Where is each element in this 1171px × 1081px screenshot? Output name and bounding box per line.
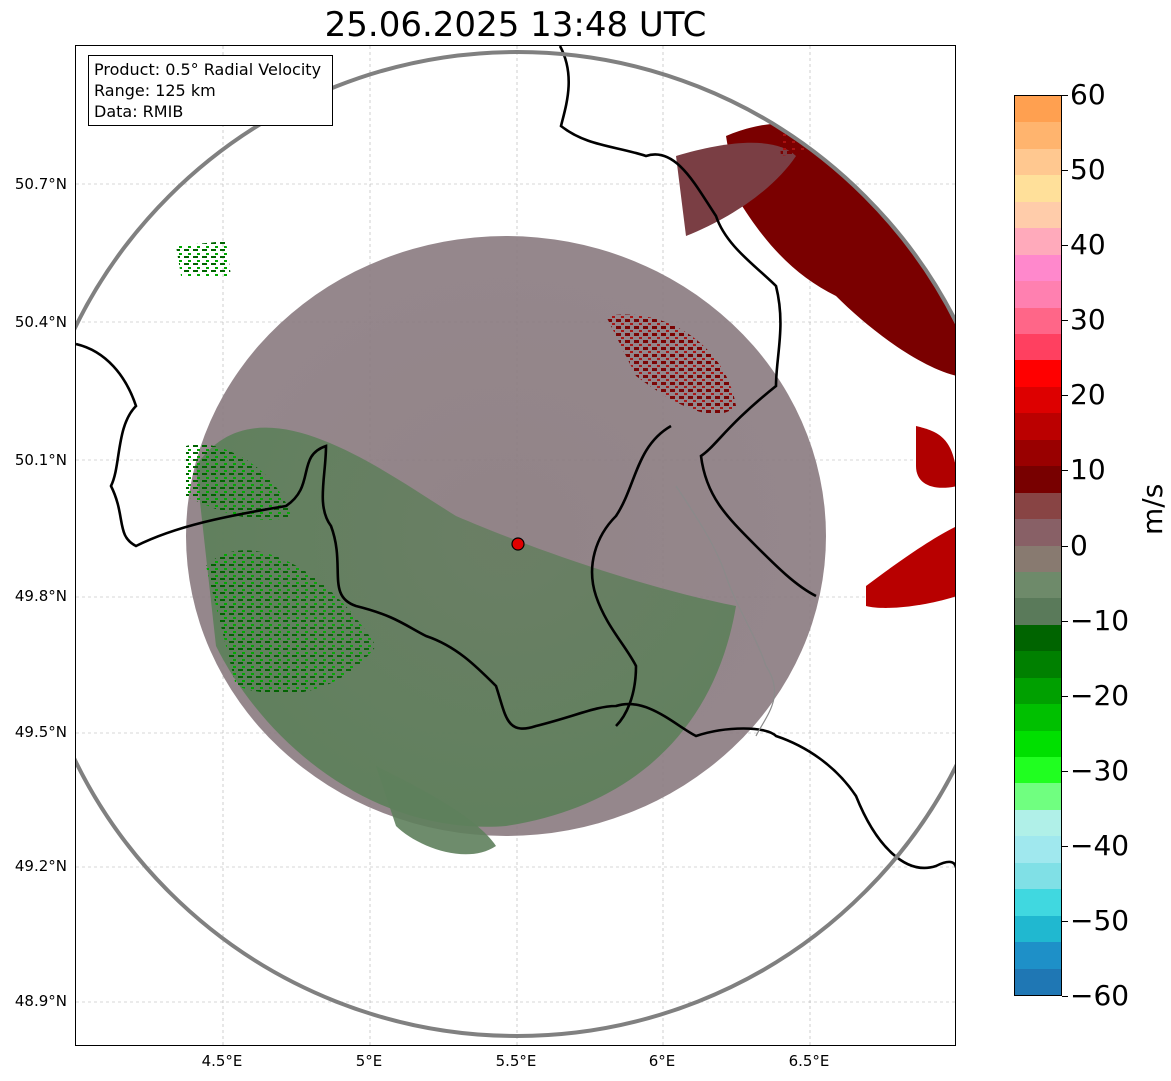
radar-site-marker	[511, 537, 525, 551]
colorbar-tick-label: 0	[1070, 528, 1088, 562]
data-source-label: Data: RMIB	[94, 102, 184, 121]
colorbar-segment	[1015, 783, 1061, 811]
colorbar-segment	[1015, 148, 1061, 177]
colorbar-segment	[1015, 254, 1061, 283]
colorbar-segment	[1015, 175, 1061, 203]
lat-tick-label: 48.9°N	[14, 992, 67, 1010]
colorbar-tick-label: 10	[1070, 453, 1106, 487]
lat-tick-label: 50.1°N	[14, 451, 67, 469]
colorbar-tick-mark	[1062, 620, 1068, 622]
colorbar-tick-label: −40	[1070, 828, 1130, 862]
colorbar-tick-label: 50	[1070, 153, 1106, 187]
colorbar-segment	[1015, 228, 1061, 256]
radar-map[interactable]	[75, 45, 956, 1046]
colorbar-segment	[1015, 677, 1061, 706]
colorbar-segment	[1015, 836, 1061, 864]
colorbar-tick-mark	[1062, 395, 1068, 397]
colorbar-segment	[1015, 942, 1061, 970]
colorbar-segment	[1015, 545, 1061, 573]
colorbar-segment	[1015, 492, 1061, 521]
colorbar-segment	[1015, 201, 1061, 230]
province-borders	[675, 485, 776, 737]
colorbar-segment	[1015, 889, 1061, 917]
colorbar-tick-label: 20	[1070, 378, 1106, 412]
colorbar-tick-mark	[1062, 320, 1068, 322]
lat-tick-label: 49.5°N	[14, 723, 67, 741]
colorbar-tick-label: 60	[1070, 78, 1106, 111]
product-info-box: Product: 0.5° Radial Velocity Range: 125…	[88, 55, 333, 126]
colorbar-tick-mark	[1062, 920, 1068, 922]
colorbar-segment	[1015, 571, 1061, 600]
colorbar-tick-mark	[1062, 996, 1068, 997]
colorbar-tick-mark	[1062, 770, 1068, 772]
velocity-colorbar	[1014, 95, 1062, 996]
lon-tick-label: 5°E	[355, 1052, 383, 1070]
colorbar-tick-label: −50	[1070, 903, 1130, 937]
colorbar-tick-mark	[1062, 95, 1068, 96]
radar-echoes	[176, 106, 955, 855]
colorbar-segment	[1015, 122, 1061, 150]
colorbar-segment	[1015, 281, 1061, 309]
radar-map-canvas	[76, 46, 955, 1045]
colorbar-segment	[1015, 730, 1061, 759]
colorbar-segment	[1015, 651, 1061, 679]
colorbar-segment	[1015, 598, 1061, 626]
colorbar-segment	[1015, 809, 1061, 838]
colorbar-segment	[1015, 333, 1061, 362]
lat-tick-label: 50.4°N	[14, 313, 67, 331]
colorbar-segment	[1015, 624, 1061, 653]
colorbar-segment	[1015, 413, 1061, 441]
colorbar-tick-mark	[1062, 695, 1068, 697]
colorbar-segment	[1015, 466, 1061, 494]
colorbar-segment	[1015, 519, 1061, 547]
colorbar-segment	[1015, 757, 1061, 785]
colorbar-segment	[1015, 704, 1061, 732]
lat-tick-label: 49.8°N	[14, 587, 67, 605]
lon-tick-label: 6.5°E	[788, 1052, 830, 1070]
lon-tick-label: 4.5°E	[201, 1052, 243, 1070]
range-ring	[76, 50, 955, 1038]
colorbar-tick-label: −10	[1070, 603, 1130, 637]
range-label: Range: 125 km	[94, 81, 216, 100]
lat-tick-label: 49.2°N	[14, 857, 67, 875]
lat-tick-label: 50.7°N	[14, 175, 67, 193]
colorbar-segment	[1015, 360, 1061, 388]
colorbar-tick-mark	[1062, 470, 1068, 472]
colorbar-tick-mark	[1062, 545, 1068, 547]
colorbar-segment	[1015, 968, 1061, 995]
colorbar-segment	[1015, 307, 1061, 335]
country-borders	[76, 46, 955, 870]
map-title: 25.06.2025 13:48 UTC	[324, 5, 707, 45]
colorbar-unit-label: m/s	[1136, 483, 1169, 535]
colorbar-tick-label: −60	[1070, 979, 1130, 1012]
product-label: Product: 0.5° Radial Velocity	[94, 60, 322, 79]
colorbar-segment	[1015, 862, 1061, 891]
lon-tick-label: 5.5°E	[495, 1052, 537, 1070]
colorbar-segment	[1015, 96, 1061, 124]
colorbar-tick-mark	[1062, 245, 1068, 247]
colorbar-segment	[1015, 439, 1061, 468]
colorbar-tick-label: 30	[1070, 303, 1106, 337]
colorbar-tick-label: −20	[1070, 678, 1130, 712]
colorbar-tick-label: 40	[1070, 228, 1106, 262]
colorbar-tick-mark	[1062, 170, 1068, 172]
colorbar-segment	[1015, 386, 1061, 415]
lon-tick-label: 6°E	[648, 1052, 676, 1070]
colorbar-segment	[1015, 915, 1061, 944]
colorbar-tick-label: −30	[1070, 753, 1130, 787]
colorbar-tick-mark	[1062, 845, 1068, 847]
